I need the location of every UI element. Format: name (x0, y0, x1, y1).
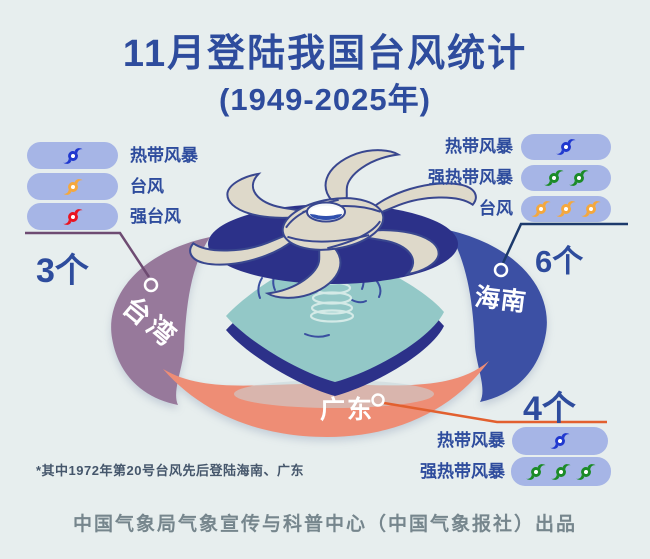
hainan-connector-line (501, 222, 628, 264)
guangdong-count: 4个 (523, 390, 576, 428)
guangdong-marker (371, 393, 385, 407)
hainan-region-label: 海南 (473, 282, 529, 318)
taiwan-count: 3个 (36, 252, 89, 290)
typhoon-icon (62, 206, 84, 228)
legend-pill-guangdong-tropical-storm (512, 427, 608, 455)
typhoon-icon (62, 176, 84, 198)
page-subtitle: (1949-2025年) (219, 82, 431, 117)
legend-label-hainan-tropical-storm: 热带风暴 (445, 137, 513, 156)
legend-label-guangdong-tropical-storm: 热带风暴 (437, 431, 505, 450)
typhoon-icon (555, 136, 577, 158)
guangdong-region-label: 广东 (319, 396, 374, 424)
typhoon-icon (575, 461, 597, 483)
hainan-count: 6个 (535, 244, 584, 279)
typhoon-icon (543, 167, 565, 189)
hainan-arc (448, 230, 547, 402)
typhoon-icon (549, 430, 571, 452)
typhoon-icon (555, 198, 577, 220)
footnote: *其中1972年第20号台风先后登陆海南、广东 (36, 463, 304, 478)
legend-pill-hainan-tropical-storm (521, 134, 611, 160)
taiwan-arc (111, 237, 210, 405)
typhoon-icon (568, 167, 590, 189)
legend-pill-taiwan-tropical-storm (27, 142, 118, 169)
legend-label-taiwan-typhoon: 台风 (130, 177, 164, 196)
guangdong-connector-line (383, 401, 607, 424)
page-title: 11月登陆我国台风统计 (122, 33, 528, 75)
legend-label-hainan-typhoon: 台风 (479, 199, 513, 218)
storm-eye (306, 201, 346, 223)
typhoon-icon (525, 461, 547, 483)
taiwan-marker (143, 277, 159, 293)
hainan-marker (493, 262, 509, 278)
typhoon-icon (530, 198, 552, 220)
sea-diamond-top (226, 252, 444, 382)
legend-pill-guangdong-severe-tropical-storm (511, 457, 611, 486)
legend-pill-hainan-typhoon (521, 196, 611, 222)
legend-label-hainan-severe-tropical-storm: 强热带风暴 (428, 168, 513, 187)
typhoon-icon (62, 145, 84, 167)
typhoon-icon (550, 461, 572, 483)
legend-pill-taiwan-severe-typhoon (27, 203, 118, 230)
credit-line: 中国气象局气象宣传与科普中心（中国气象报社）出品 (72, 514, 577, 535)
legend-label-taiwan-tropical-storm: 热带风暴 (130, 146, 198, 165)
typhoon-icon (580, 198, 602, 220)
legend-pill-hainan-severe-tropical-storm (521, 165, 611, 191)
legend-label-taiwan-severe-typhoon: 强台风 (130, 207, 181, 226)
typhoon-spiral (178, 129, 488, 320)
taiwan-connector-line (25, 231, 151, 278)
legend-pill-taiwan-typhoon (27, 173, 118, 200)
legend-label-guangdong-severe-tropical-storm: 强热带风暴 (420, 462, 505, 481)
